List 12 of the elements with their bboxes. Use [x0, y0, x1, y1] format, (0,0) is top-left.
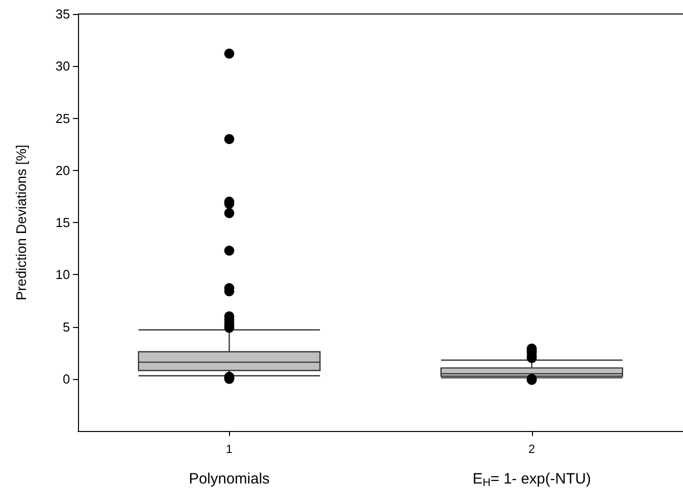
text: Polynomials [188, 470, 270, 488]
y-tick-label: 25 [56, 110, 70, 126]
y-tick-label: 10 [56, 267, 70, 282]
x-tick-label: 1 [226, 442, 233, 456]
y-tick-label: 35 [56, 6, 70, 22]
y-tick-label: 20 [56, 162, 70, 178]
y-axis-title: Prediction Deviations [%] [13, 144, 29, 300]
x-tick-label: 2 [528, 442, 536, 456]
y-tick-label: 30 [56, 58, 70, 74]
y-tick-label: 0 [62, 371, 70, 386]
y-tick-label: 5 [62, 319, 70, 334]
y-tick-label: 15 [56, 215, 70, 230]
